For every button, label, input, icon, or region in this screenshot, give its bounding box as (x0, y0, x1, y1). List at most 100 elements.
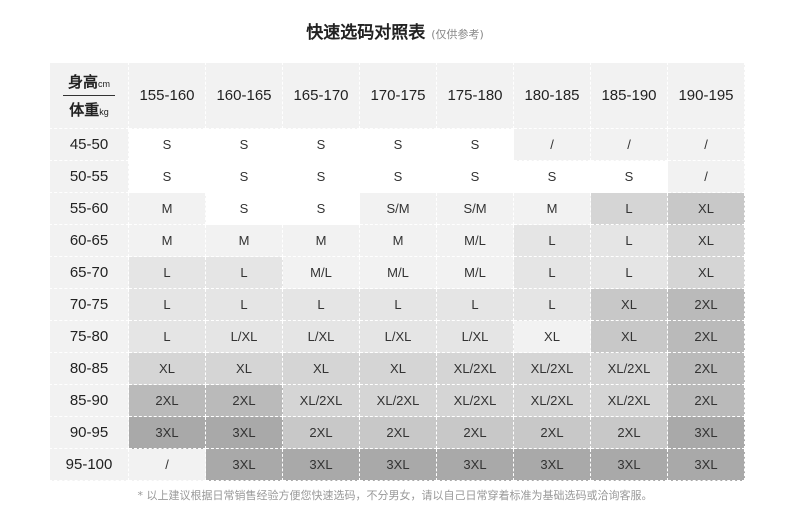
table-row: 95-100/3XL 3XL 3XL 3XL 3XL 3XL 3XL (49, 448, 745, 481)
footnote: * 以上建议根据日常销售经验方便您快速选码，不分男女，请以自己日常穿着标准为基础… (137, 489, 653, 502)
size-cell: M (282, 224, 360, 257)
height-column-header: 175-180 (436, 62, 514, 129)
size-cell: S (205, 128, 283, 161)
size-cell: 3XL (205, 448, 283, 481)
size-cell: S (128, 128, 206, 161)
size-cell: L (590, 192, 668, 225)
height-unit: cm (98, 79, 110, 89)
height-column-header: 185-190 (590, 62, 668, 129)
size-cell: M (128, 224, 206, 257)
size-cell: 2XL (205, 384, 283, 417)
size-cell: L (513, 224, 591, 257)
table-row: 80-85 XL XL XL XL XL/2XL XL/2XL XL/2XL 2XL (49, 352, 745, 385)
table-row: 70-75 L L L L L L XL 2XL (49, 288, 745, 321)
weight-unit: kg (99, 107, 109, 117)
subtitle: (仅供参考) (431, 28, 484, 41)
weight-row-header: 50-55 (49, 160, 129, 193)
size-cell: S (282, 192, 360, 225)
size-cell: XL (513, 320, 591, 353)
size-cell: L (205, 288, 283, 321)
table-row: 50-55 S S S S S S S / (49, 160, 745, 193)
size-cell: 3XL (436, 448, 514, 481)
size-cell: L/XL (436, 320, 514, 353)
height-column-header: 165-170 (282, 62, 360, 129)
size-cell: 2XL (667, 288, 745, 321)
table-row: 85-90 2XL 2XL XL/2XL XL/2XL XL/2XL XL/2XL XL/2X… (49, 384, 745, 417)
weight-label: 体重 (69, 102, 100, 119)
size-cell: / (667, 160, 745, 193)
size-cell: M (359, 224, 437, 257)
table-row: 75-80 L L/XL L/XL L/XL L/XL XL XL 2XL (49, 320, 745, 353)
size-cell: 2XL (282, 416, 360, 449)
table-row: 55-60 M S S S/M S/M M L XL (49, 192, 745, 225)
size-cell: M (513, 192, 591, 225)
table-row: 90-95 3XL 3XL 2XL 2XL 2XL 2XL 2XL 3XL (49, 416, 745, 449)
size-cell: L (128, 256, 206, 289)
size-cell: XL (667, 224, 745, 257)
height-column-header: 180-185 (513, 62, 591, 129)
height-column-header: 155-160 (128, 62, 206, 129)
size-cell: M/L (436, 224, 514, 257)
size-cell: S (359, 128, 437, 161)
weight-row-header: 60-65 (49, 224, 129, 257)
height-column-header: 190-195 (667, 62, 745, 129)
weight-row-header: 85-90 (49, 384, 129, 417)
height-label: 身高 (67, 74, 98, 91)
size-cell: S (436, 160, 514, 193)
size-cell: L (128, 288, 206, 321)
size-cell: M/L (436, 256, 514, 289)
weight-row-header: 45-50 (49, 128, 129, 161)
size-cell: S (359, 160, 437, 193)
size-cell: 3XL (282, 448, 360, 481)
size-cell: XL/2XL (513, 384, 591, 417)
size-cell: 3XL (667, 448, 745, 481)
size-cell: S (128, 160, 206, 193)
size-cell: 2XL (590, 416, 668, 449)
size-cell: S (205, 160, 283, 193)
weight-row-header: 70-75 (49, 288, 129, 321)
size-cell: L/XL (205, 320, 283, 353)
size-cell: 3XL (359, 448, 437, 481)
size-cell: XL (359, 352, 437, 385)
size-cell: / (128, 448, 206, 481)
size-cell: L (359, 288, 437, 321)
title-text: 快速选码对照表 (306, 23, 426, 43)
size-cell: M/L (282, 256, 360, 289)
size-cell: XL (282, 352, 360, 385)
size-cell: 2XL (513, 416, 591, 449)
size-cell: 2XL (128, 384, 206, 417)
size-cell: S (205, 192, 283, 225)
corner-header: 身高cm 体重kg (49, 62, 129, 129)
size-cell: XL (128, 352, 206, 385)
size-cell: L/XL (282, 320, 360, 353)
size-cell: 2XL (667, 352, 745, 385)
size-cell: L (436, 288, 514, 321)
size-cell: S/M (436, 192, 514, 225)
size-cell: XL/2XL (590, 352, 668, 385)
page-title: 快速选码对照表 (仅供参考) (0, 18, 790, 43)
size-cell: 2XL (436, 416, 514, 449)
size-cell: M (205, 224, 283, 257)
size-cell: S (282, 128, 360, 161)
size-cell: 3XL (513, 448, 591, 481)
size-cell: / (513, 128, 591, 161)
size-cell: XL/2XL (590, 384, 668, 417)
size-cell: S (282, 160, 360, 193)
size-cell: 2XL (359, 416, 437, 449)
size-cell: 3XL (590, 448, 668, 481)
height-column-header: 170-175 (359, 62, 437, 129)
weight-row-header: 55-60 (49, 192, 129, 225)
table-row: 60-65 M M M M M/L L L XL (49, 224, 745, 257)
size-cell: M (128, 192, 206, 225)
size-cell: S (436, 128, 514, 161)
table-row: 45-50 S S S S S / / / (49, 128, 745, 161)
size-cell: L (128, 320, 206, 353)
header-row: 身高cm 体重kg 155-160 160-165 165-170 170-175 17… (49, 62, 745, 129)
size-cell: L (590, 224, 668, 257)
size-cell: XL (590, 320, 668, 353)
size-cell: / (667, 128, 745, 161)
size-cell: L (590, 256, 668, 289)
size-cell: 2XL (667, 320, 745, 353)
size-cell: XL/2XL (513, 352, 591, 385)
size-cell: M/L (359, 256, 437, 289)
